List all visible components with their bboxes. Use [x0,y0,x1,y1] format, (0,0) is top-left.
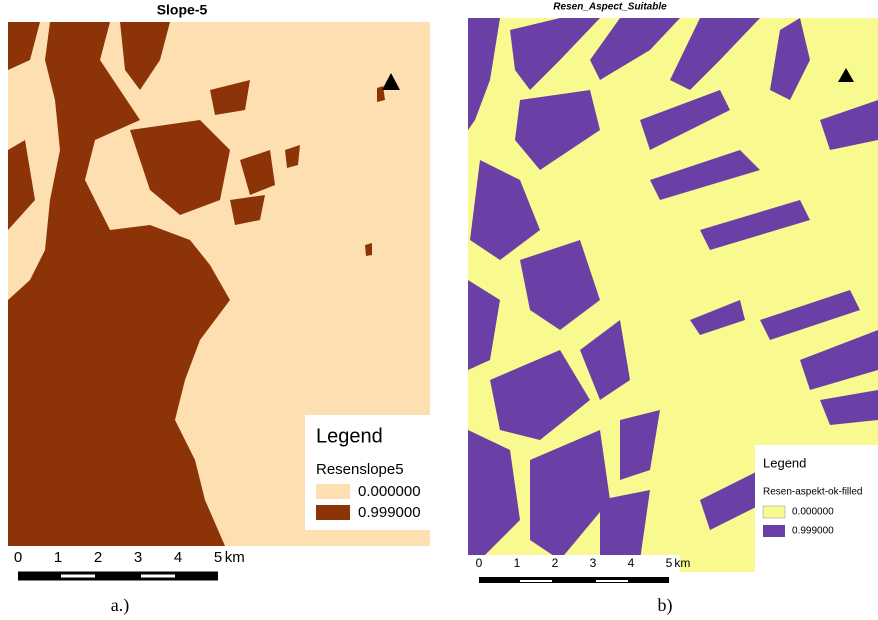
scale-label: 1 [54,549,62,566]
scale-label: 0 [476,556,483,570]
legend-swatch [763,506,785,518]
legend-label: 0.999000 [792,526,834,537]
scale-segment [479,577,669,583]
legend-label: 0.999000 [358,504,421,521]
scale-label: 2 [552,556,559,570]
scale-label: 4 [628,556,635,570]
legend-swatch [316,505,350,520]
caption: a.) [111,595,129,616]
scale-box [468,555,680,592]
scale-unit: km [225,549,245,566]
scale-segment [141,575,175,578]
legend-layer: Resenslope5 [316,461,404,478]
scale-label: 4 [174,549,182,566]
scale-segment [520,580,552,582]
scale-label: 1 [514,556,521,570]
scale-label: 3 [590,556,597,570]
scale-label: 5 [666,556,673,570]
scale-label: 0 [14,549,22,566]
legend-swatch [763,525,785,537]
legend-swatch [316,484,350,499]
legend-label: 0.000000 [792,507,834,518]
legend-label: 0.000000 [358,483,421,500]
scale-label: 3 [134,549,142,566]
map: Legend Resen-aspekt-ok-filled 0.000000 0… [468,18,878,572]
legend-layer: Resen-aspekt-ok-filled [763,487,863,498]
scale-segment [18,572,218,581]
scale-segment [596,580,628,582]
scale-segment [61,575,95,578]
map-title: Slope-5 [157,2,208,18]
map-title: Resen_Aspect_Suitable [553,2,667,13]
scale-label: 5 [214,549,222,566]
scale-label: 2 [94,549,102,566]
scale-unit: km [674,556,690,570]
legend-title: Legend [763,455,806,470]
figure: Slope-5 Legend Resenslope5 0.000000 0.99… [0,0,878,620]
caption: b) [658,595,673,616]
map: Legend Resenslope5 0.000000 0.999000 [8,22,430,546]
legend-title: Legend [316,425,383,447]
